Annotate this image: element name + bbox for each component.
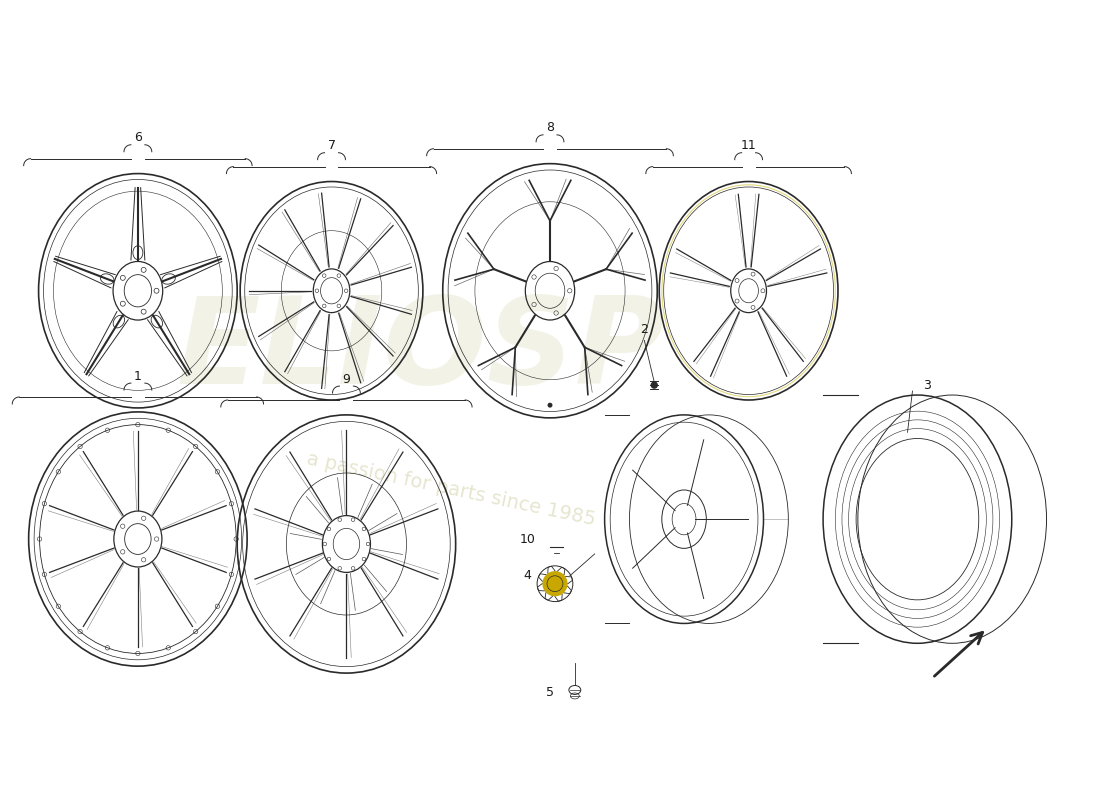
Circle shape [651,382,657,388]
Text: 9: 9 [342,373,351,386]
Text: 4: 4 [524,570,531,582]
Text: ELIOSP: ELIOSP [177,292,665,409]
Text: 2: 2 [640,323,648,336]
Text: 8: 8 [546,122,554,134]
Text: a passion for parts since 1985: a passion for parts since 1985 [305,450,597,530]
Text: 3: 3 [923,378,932,392]
Text: 1: 1 [134,370,142,382]
Text: 6: 6 [134,131,142,144]
Text: 5: 5 [546,686,554,699]
Circle shape [543,572,566,596]
Text: 7: 7 [328,139,336,152]
Text: 11: 11 [740,139,757,152]
Circle shape [548,402,552,408]
Text: 10: 10 [519,533,535,546]
